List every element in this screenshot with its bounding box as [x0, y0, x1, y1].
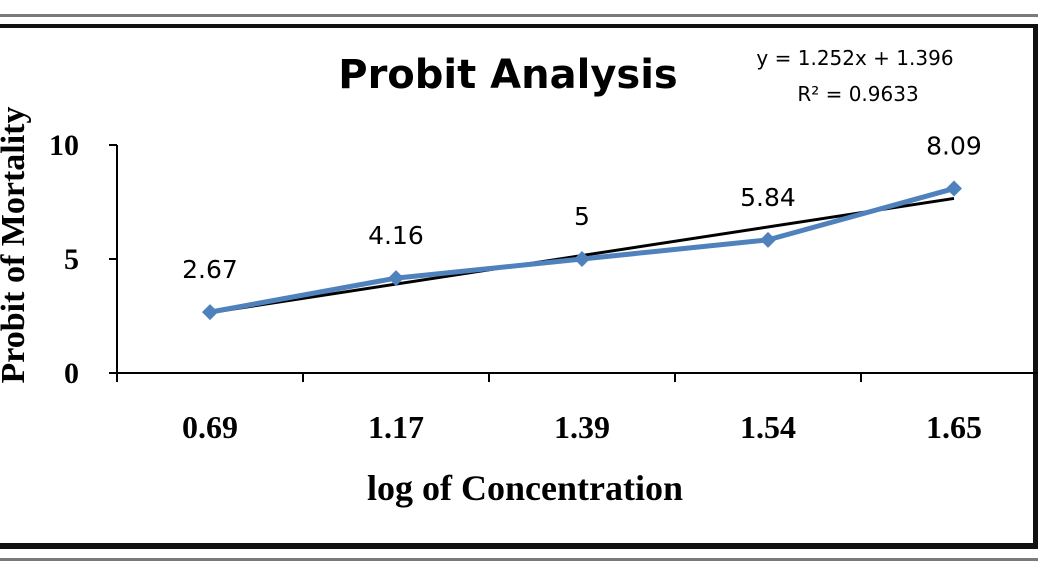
- data-point-marker: [202, 304, 218, 321]
- data-labels-layer: 2.67 4.16 5 5.84 8.09: [182, 132, 982, 285]
- frame-bottom-rule: [0, 558, 1038, 561]
- trendline-r-squared: R² = 0.9633: [797, 82, 918, 106]
- y-tick-label: 10: [49, 129, 79, 162]
- x-tick-label: 1.54: [740, 409, 796, 445]
- chart-frame: [0, 24, 1038, 549]
- data-label: 2.67: [182, 255, 238, 284]
- x-tick-label: 1.17: [368, 409, 424, 445]
- x-tick-label: 0.69: [182, 409, 238, 445]
- data-label: 4.16: [368, 221, 424, 250]
- data-point-marker: [388, 270, 404, 287]
- series-layer: [202, 180, 962, 321]
- x-tick-label: 1.39: [554, 409, 610, 445]
- data-point-marker: [946, 180, 962, 197]
- x-axis-title: log of Concentration: [367, 468, 683, 508]
- y-tick-labels: 0 5 10: [49, 129, 79, 390]
- data-label: 5: [574, 202, 590, 231]
- x-tick-label: 1.65: [926, 409, 982, 445]
- x-tick-labels: 0.69 1.17 1.39 1.54 1.65: [182, 409, 982, 445]
- data-point-marker: [574, 251, 590, 267]
- trendline-equation: y = 1.252x + 1.396: [756, 46, 953, 70]
- y-axis-title: Probit of Mortality: [0, 107, 32, 384]
- y-tick-label: 5: [64, 243, 79, 276]
- axes: [109, 144, 1038, 382]
- frame-top-rule: [0, 14, 1038, 17]
- data-point-marker: [760, 231, 776, 248]
- y-tick-label: 0: [64, 357, 79, 390]
- chart-title: Probit Analysis: [338, 52, 677, 98]
- data-label: 5.84: [740, 183, 796, 212]
- data-label: 8.09: [926, 132, 982, 161]
